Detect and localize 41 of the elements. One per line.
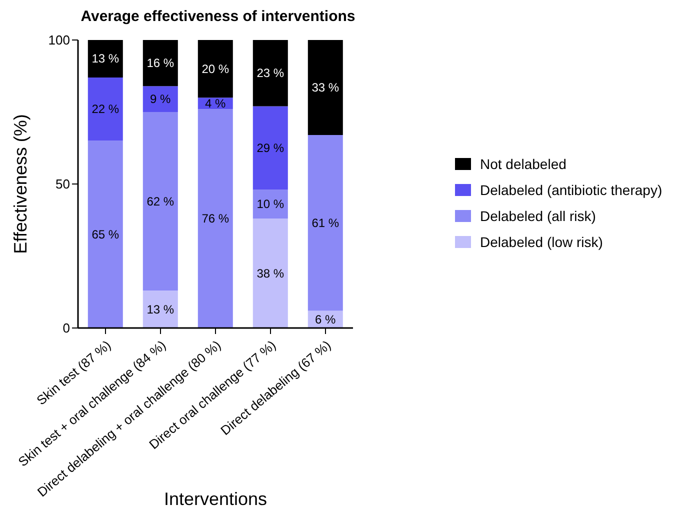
bar: [308, 135, 343, 311]
data-label: 65 %: [92, 227, 120, 242]
bar: [142, 86, 178, 112]
data-label: 20 %: [202, 62, 230, 76]
bar: [308, 40, 343, 136]
data-label: 10 %: [256, 197, 284, 212]
data-label: 13 %: [146, 302, 174, 316]
data-label: 13 %: [92, 52, 120, 66]
y-axis-title: Effectiveness (%): [10, 114, 30, 254]
y-tick-label: 100: [48, 32, 70, 48]
data-label: 38 %: [256, 266, 284, 280]
data-label: 22 %: [92, 102, 120, 116]
legend-label: Delabeled (antibiotic therapy): [480, 182, 662, 198]
bar: [252, 218, 288, 328]
data-label: 4 %: [205, 96, 226, 110]
data-label: 9 %: [150, 92, 172, 106]
data-label: 23 %: [256, 66, 284, 80]
data-label: 16 %: [146, 56, 174, 70]
bar: [198, 40, 233, 98]
bar: [142, 290, 178, 328]
data-label: 33 %: [312, 80, 340, 95]
bar: [252, 106, 288, 190]
bar: [252, 40, 288, 106]
data-label: 76 %: [202, 212, 230, 226]
bar: [142, 112, 178, 291]
data-label: 62 %: [146, 194, 174, 208]
bar: [88, 77, 123, 141]
bar: [88, 40, 123, 78]
y-tick-label: 0: [62, 320, 70, 336]
x-axis-title: Interventions: [164, 489, 268, 509]
chart-title: Average effectiveness of interventions: [80, 8, 356, 25]
bar: [198, 109, 233, 328]
legend-label: Delabeled (low risk): [480, 234, 603, 250]
legend-label: Delabeled (all risk): [480, 208, 596, 224]
legend-label: Not delabeled: [480, 156, 566, 172]
y-tick-label: 50: [56, 176, 70, 192]
bar: [142, 40, 178, 86]
data-label: 29 %: [256, 141, 284, 155]
data-label: 6 %: [315, 312, 336, 326]
data-label: 61 %: [312, 216, 340, 230]
bar: [88, 140, 123, 328]
